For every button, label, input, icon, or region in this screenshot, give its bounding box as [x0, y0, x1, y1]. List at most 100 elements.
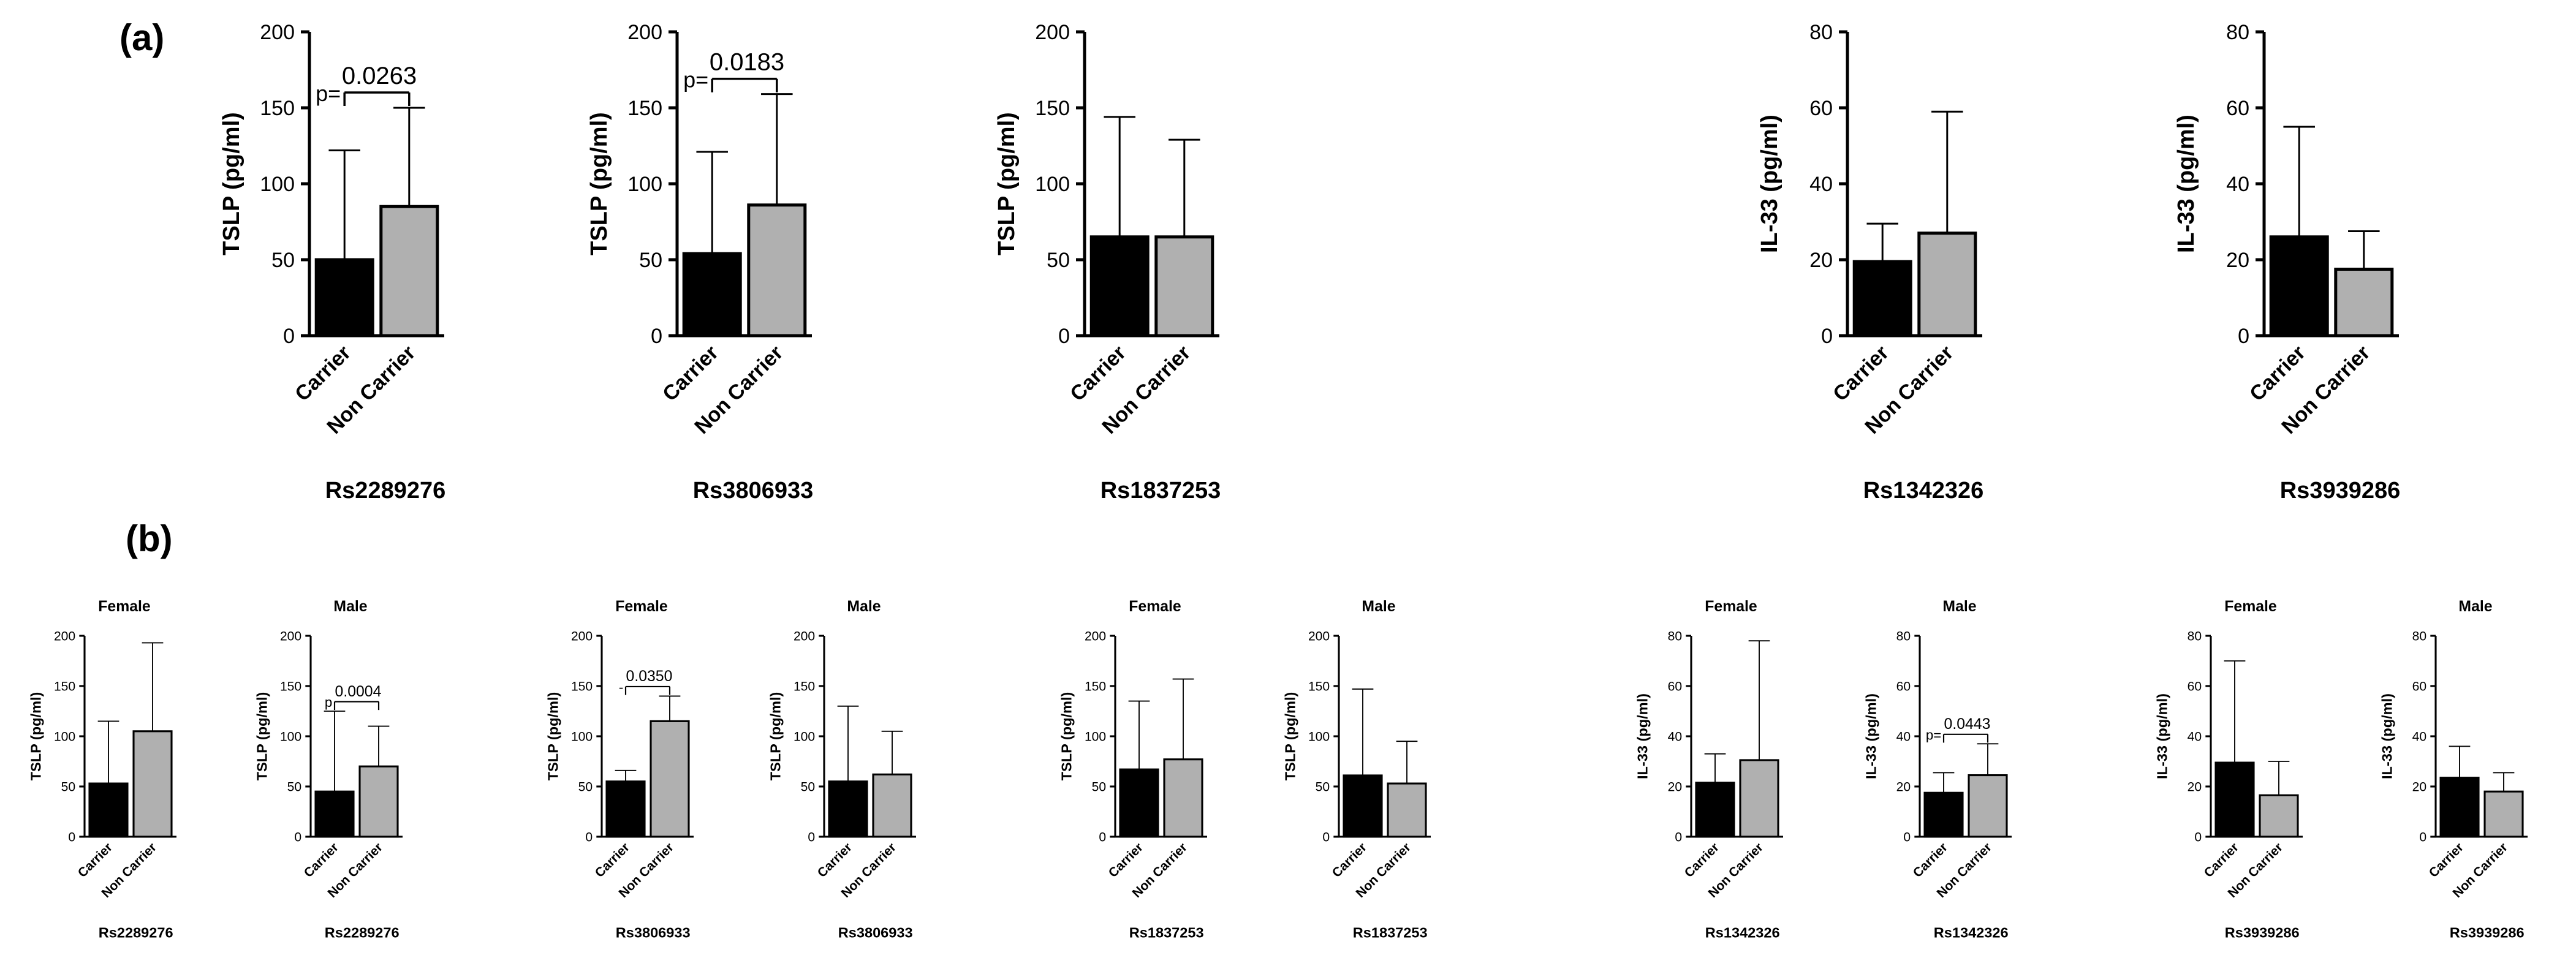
y-tick-label: 80 — [2226, 21, 2249, 44]
y-tick-label: 150 — [1035, 97, 1070, 120]
chart-title: Male — [2458, 598, 2492, 615]
y-tick-label: 200 — [1035, 21, 1070, 44]
y-tick-label: 20 — [1668, 780, 1682, 794]
bar-non-carrier — [650, 720, 690, 838]
y-tick-label: 20 — [2188, 780, 2202, 794]
bar-carrier — [314, 790, 355, 838]
y-tick-label: 200 — [260, 21, 295, 44]
panel-letter-b: (b) — [126, 518, 173, 559]
bar-carrier — [2439, 777, 2480, 838]
bar-carrier — [1695, 782, 1735, 838]
category-label: Carrier — [815, 840, 855, 880]
y-tick-label: 40 — [2412, 730, 2426, 744]
bar-non-carrier — [379, 205, 439, 338]
p-value-label: 0.0263 — [342, 62, 417, 89]
y-tick-label: 200 — [627, 21, 662, 44]
chart-title: Female — [615, 598, 667, 615]
bar-carrier — [828, 780, 868, 838]
y-tick-label: 200 — [571, 629, 593, 643]
y-tick-label: 100 — [571, 730, 593, 744]
y-axis-title: IL-33 (pg/ml) — [2154, 693, 2170, 779]
y-tick-label: 150 — [1308, 679, 1330, 693]
y-tick-label: 200 — [1085, 629, 1106, 643]
y-tick-label: 150 — [54, 679, 75, 693]
snp-label: Rs1837253 — [1100, 478, 1221, 504]
p-value-prefix: p= — [316, 81, 341, 106]
category-label: Carrier — [1911, 840, 1950, 880]
y-tick-label: 200 — [1308, 629, 1330, 643]
p-value-prefix: - — [619, 680, 623, 695]
chart-title: Female — [2224, 598, 2276, 615]
category-label: Carrier — [1106, 840, 1146, 880]
y-tick-label: 50 — [801, 780, 815, 794]
y-tick-label: 150 — [571, 679, 593, 693]
y-tick-label: 40 — [1668, 730, 1682, 744]
bar-non-carrier — [872, 773, 912, 838]
category-label: Carrier — [1066, 341, 1131, 406]
y-tick-label: 0 — [283, 325, 295, 348]
y-tick-label: 150 — [1085, 679, 1106, 693]
y-tick-label: 50 — [271, 249, 295, 272]
bar-non-carrier — [1387, 782, 1427, 838]
y-tick-label: 40 — [1896, 730, 1911, 744]
y-tick-label: 200 — [280, 629, 301, 643]
snp-label: Rs1837253 — [1129, 924, 1204, 940]
y-tick-label: 60 — [1668, 679, 1682, 693]
bar-non-carrier — [2259, 794, 2299, 838]
y-tick-label: 150 — [280, 679, 301, 693]
snp-label: Rs3806933 — [616, 924, 691, 940]
y-tick-label: 0 — [808, 830, 815, 844]
y-tick-label: 0 — [1099, 830, 1106, 844]
category-label: Carrier — [301, 840, 341, 880]
chart-title: Female — [1705, 598, 1757, 615]
y-tick-label: 0 — [2238, 325, 2249, 348]
y-tick-label: 50 — [639, 249, 662, 272]
y-tick-label: 50 — [61, 780, 75, 794]
y-axis-title: IL-33 (pg/ml) — [2379, 693, 2395, 779]
category-label: Carrier — [2426, 840, 2466, 880]
snp-label: Rs3806933 — [838, 924, 913, 940]
bar-non-carrier — [1917, 232, 1977, 338]
snp-label: Rs3939286 — [2280, 478, 2401, 504]
y-tick-label: 40 — [1809, 173, 1833, 196]
p-value-prefix: p — [325, 695, 332, 710]
y-tick-label: 100 — [627, 173, 662, 196]
chart-title: Male — [333, 598, 367, 615]
y-axis-title: TSLP (pg/ml) — [1059, 692, 1075, 781]
snp-label: Rs1342326 — [1934, 924, 2009, 940]
snp-label: Rs1342326 — [1705, 924, 1780, 940]
y-axis-title: TSLP (pg/ml) — [219, 112, 244, 255]
snp-label: Rs3939286 — [2225, 924, 2300, 940]
bar-carrier — [1119, 768, 1159, 838]
bar-carrier — [1089, 235, 1150, 338]
snp-label: Rs2289276 — [325, 924, 400, 940]
bar-non-carrier — [1154, 235, 1214, 338]
y-tick-label: 50 — [1047, 249, 1070, 272]
y-tick-label: 100 — [794, 730, 815, 744]
bar-carrier — [2214, 761, 2255, 838]
y-tick-label: 0 — [1322, 830, 1330, 844]
bar-carrier — [605, 780, 646, 838]
y-tick-label: 200 — [54, 629, 75, 643]
y-tick-label: 20 — [2226, 249, 2249, 272]
category-label: Carrier — [2245, 341, 2310, 406]
bar-non-carrier — [132, 730, 173, 838]
category-label: Carrier — [2202, 840, 2241, 880]
bar-carrier — [682, 252, 742, 338]
y-tick-label: 0 — [585, 830, 593, 844]
y-axis-title: TSLP (pg/ml) — [28, 692, 44, 781]
y-tick-label: 80 — [1668, 629, 1682, 643]
y-axis-title: IL-33 (pg/ml) — [1863, 693, 1879, 779]
y-tick-label: 0 — [1058, 325, 1070, 348]
